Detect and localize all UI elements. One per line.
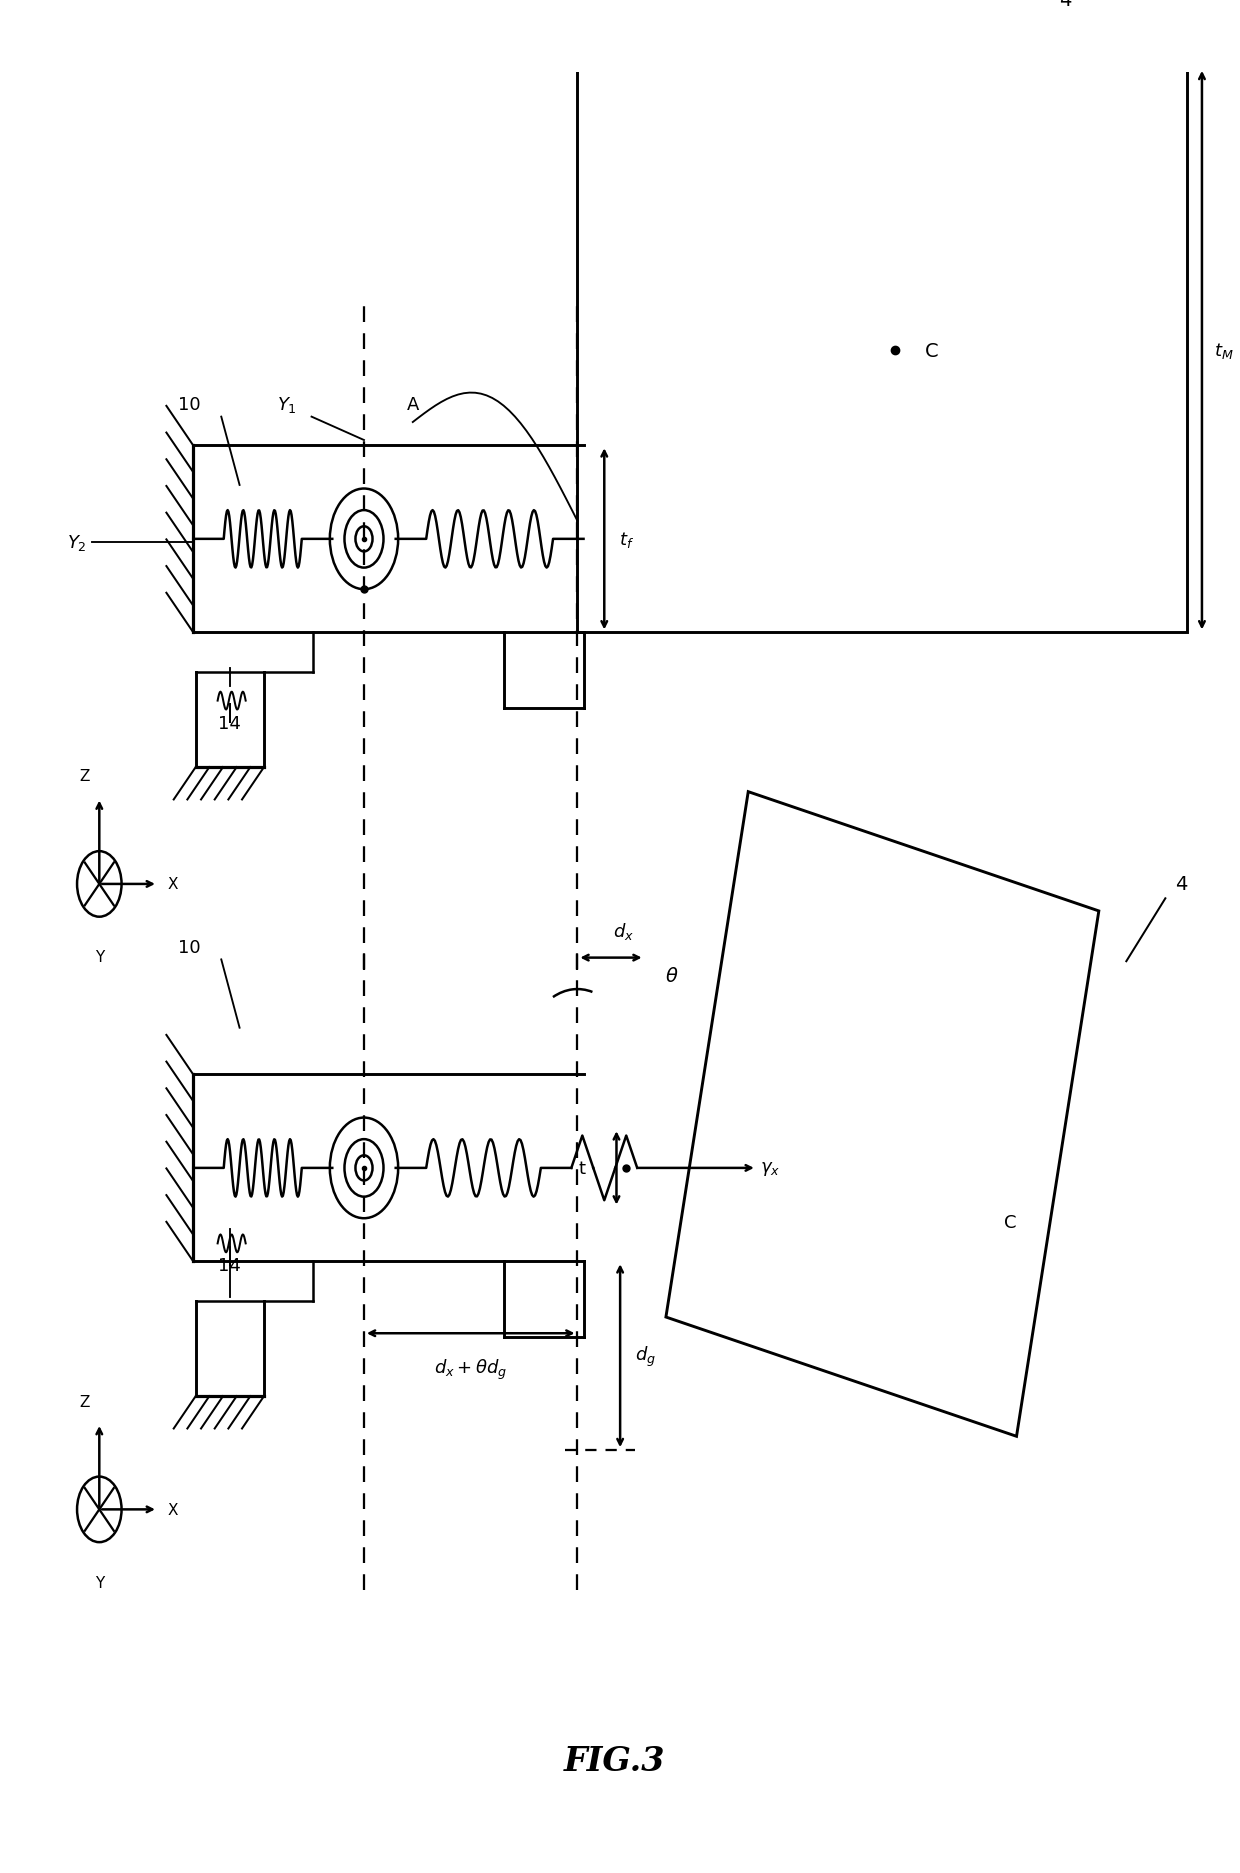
Text: Y: Y (94, 1575, 104, 1590)
Text: Z: Z (79, 770, 89, 785)
Text: $d_g$: $d_g$ (635, 1345, 656, 1367)
Text: 10: 10 (179, 397, 201, 414)
Text: 14: 14 (218, 1257, 242, 1276)
Text: 10: 10 (179, 938, 201, 957)
Text: $d_x+\theta d_g$: $d_x+\theta d_g$ (434, 1356, 507, 1380)
Bar (578, 69, 1188, 633)
Text: $Y_1$: $Y_1$ (278, 395, 298, 416)
Text: X: X (167, 877, 179, 892)
Text: 4: 4 (1176, 875, 1188, 893)
Text: C: C (1004, 1214, 1017, 1231)
Text: C: C (925, 341, 939, 360)
Text: 14: 14 (218, 714, 242, 732)
Text: $\theta$: $\theta$ (666, 966, 678, 985)
Text: 4: 4 (1059, 0, 1071, 9)
Text: FIG.3: FIG.3 (563, 1744, 665, 1777)
Text: Z: Z (79, 1394, 89, 1408)
Text: $d_x$: $d_x$ (613, 920, 634, 942)
Text: $t_f$: $t_f$ (619, 530, 634, 549)
Text: t: t (579, 1159, 587, 1178)
Text: $\gamma_x$: $\gamma_x$ (760, 1159, 781, 1178)
Text: $t_M$: $t_M$ (1214, 341, 1234, 361)
Text: X: X (167, 1502, 179, 1517)
Text: A: A (407, 397, 419, 414)
Text: $Y_2$: $Y_2$ (67, 534, 87, 553)
Text: Y: Y (94, 950, 104, 965)
